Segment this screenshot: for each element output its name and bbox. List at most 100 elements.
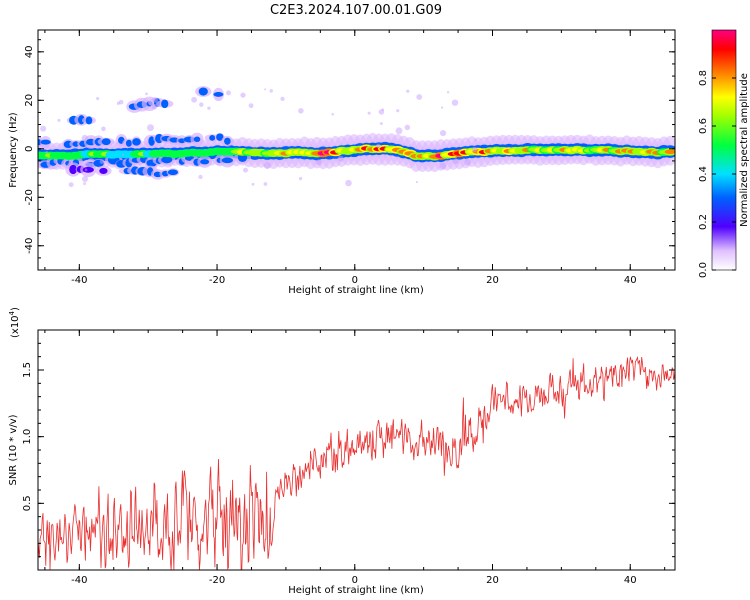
colorbar-tick-label: 0.0 — [698, 262, 709, 278]
spectrogram-secondary-band — [82, 166, 94, 173]
spectrogram-xtick-label: 20 — [486, 275, 499, 286]
spectrogram-secondary-band — [132, 138, 141, 146]
spectrogram-speckle — [101, 126, 106, 132]
spectrogram-speckle — [68, 162, 72, 166]
spectrogram-speckle — [251, 182, 255, 186]
snr-series-line — [38, 356, 675, 570]
spectrogram-speckle — [264, 88, 267, 91]
spectrogram-heatmap — [38, 86, 675, 188]
spectrogram-speckle — [263, 182, 268, 186]
spectrogram-speckle — [440, 106, 444, 109]
spectrogram-ytick-label: 20 — [24, 94, 35, 107]
spectrogram-secondary-band — [40, 139, 51, 145]
spectrogram-speckle — [151, 103, 158, 110]
spectrogram-secondary-band — [125, 139, 132, 147]
spectrogram-speckle — [243, 167, 249, 173]
colorbar: 0.0 0.2 0.4 0.6 0.8 Normalized spectral ampl… — [698, 29, 750, 278]
spectrogram-speckle — [83, 182, 87, 186]
spectrogram-speckle — [263, 162, 271, 169]
spectrogram-speckle — [40, 125, 47, 132]
spectrogram-speckle — [45, 150, 49, 154]
snr-xtick-label: -20 — [209, 575, 225, 586]
spectrogram-secondary-band — [216, 133, 224, 141]
spectrogram-speckle — [452, 158, 459, 165]
spectrogram-speckle — [147, 124, 154, 132]
spectrogram-speckle — [451, 99, 459, 106]
snr-ylabel: SNR (10 * v/v) — [8, 414, 19, 485]
spectrogram-speckle — [337, 155, 344, 162]
spectrogram-speckle — [396, 109, 400, 113]
spectrogram-speckle — [207, 106, 211, 110]
spectrogram-speckle — [240, 92, 246, 98]
spectrogram-speckle — [406, 89, 410, 93]
spectrogram-secondary-band — [198, 87, 208, 96]
spectrogram-speckle — [191, 96, 197, 103]
colorbar-ticks: 0.0 0.2 0.4 0.6 0.8 — [698, 70, 736, 278]
snr-xtick-label: 40 — [624, 575, 637, 586]
spectrogram-secondary-band — [148, 136, 155, 146]
spectrogram-speckle — [298, 176, 303, 181]
spectrogram-speckle — [248, 103, 254, 109]
spectrogram-secondary-band — [101, 138, 111, 146]
spectrogram-speckle — [118, 99, 124, 105]
spectrogram-secondary-band — [200, 159, 210, 165]
spectrogram-secondary-band — [167, 169, 179, 176]
spectrogram-xtick-label: -40 — [71, 275, 87, 286]
spectrogram-speckle — [474, 139, 477, 142]
spectrogram-speckle — [379, 122, 383, 126]
spectrogram-secondary-band — [85, 116, 93, 125]
spectrogram-speckle — [57, 118, 61, 122]
spectrogram-secondary-band — [193, 136, 201, 143]
spectrogram-speckle — [145, 92, 148, 96]
spectrogram-secondary-band — [213, 91, 224, 97]
spectrogram-speckle — [198, 174, 203, 180]
figure-title: C2E3.2024.107.00.01.G09 — [270, 3, 442, 18]
spectrogram-band-core — [664, 149, 675, 155]
spectrogram-ytick-label: -20 — [24, 189, 35, 205]
spectrogram-speckle — [446, 91, 450, 94]
spectrogram-speckle — [345, 179, 352, 187]
spectrogram-secondary-band — [221, 157, 234, 164]
colorbar-label: Normalized spectral amplitude — [739, 73, 750, 227]
snr-xtick-label: 20 — [486, 575, 499, 586]
colorbar-tick-label: 0.6 — [698, 118, 709, 134]
colorbar-tick-label: 0.4 — [698, 166, 709, 182]
spectrogram-speckle — [81, 134, 88, 142]
spectrogram-ytick-label: 40 — [24, 45, 35, 58]
spectrogram-speckle — [269, 89, 273, 93]
spectrogram-ytick-label: 0 — [24, 146, 35, 152]
spectrogram-xlabel: Height of straight line (km) — [288, 285, 424, 296]
snr-multiplier-close: ) — [10, 307, 21, 311]
spectrogram-secondary-band — [161, 156, 173, 164]
spectrogram-speckle — [381, 108, 385, 112]
spectrogram-speckle — [375, 143, 381, 149]
spectrogram-speckle — [84, 168, 88, 172]
spectrogram-secondary-band — [224, 137, 231, 145]
spectrogram-speckle — [99, 159, 105, 164]
spectrogram-speckle — [415, 181, 418, 184]
spectrogram-secondary-band — [161, 99, 169, 109]
spectrogram-speckle — [199, 102, 204, 107]
spectrogram-speckle — [395, 127, 403, 135]
snr-multiplier: (x104) — [8, 307, 21, 338]
snr-ytick-label: 1.5 — [22, 362, 33, 378]
spectrogram-secondary-band — [209, 135, 216, 141]
snr-panel: -40 -20 0 20 40 0.5 1.0 1.5 Height of straight … — [8, 307, 676, 596]
snr-xlabel: Height of straight line (km) — [288, 585, 424, 596]
spectrogram-secondary-band — [99, 167, 108, 174]
colorbar-tick-label: 0.8 — [698, 70, 709, 86]
spectrogram-ytick-label: -40 — [24, 238, 35, 254]
spectrogram-speckle — [226, 90, 231, 96]
spectrogram-frame — [37, 29, 676, 271]
spectrogram-speckle — [152, 97, 158, 103]
spectrogram-ylabel: Frequency (Hz) — [8, 112, 19, 188]
spectrogram-speckle — [121, 153, 124, 156]
snr-xtick-label: 0 — [352, 575, 358, 586]
snr-ytick-label: 0.5 — [22, 495, 33, 511]
spectrogram-speckle — [416, 94, 423, 100]
spectrogram-speckle — [471, 146, 478, 153]
spectrogram-speckle — [331, 113, 334, 116]
colorbar-tick-label: 0.2 — [698, 214, 709, 230]
spectrogram-speckle — [298, 108, 304, 114]
